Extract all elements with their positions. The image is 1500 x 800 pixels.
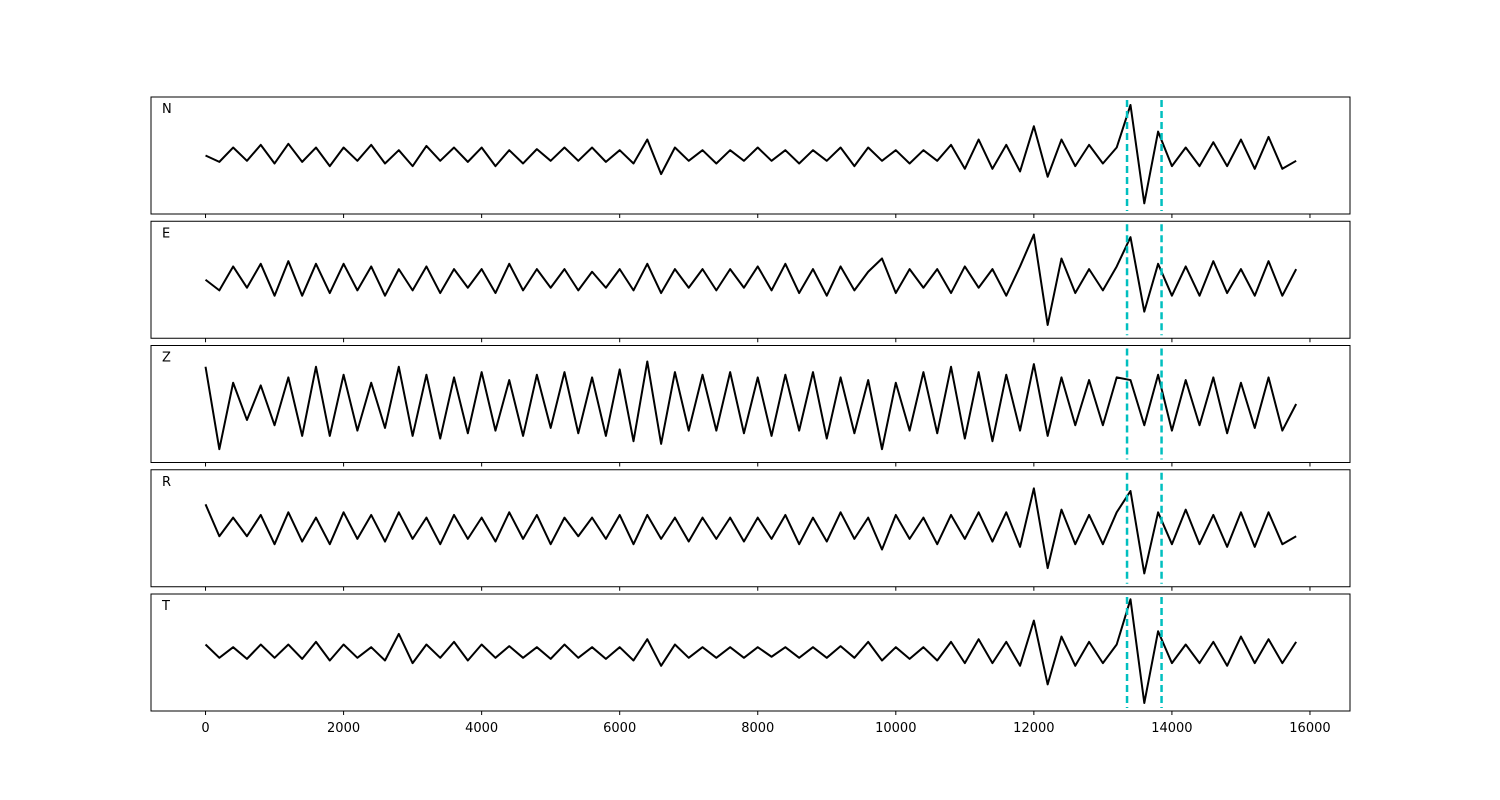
panel: R (150, 469, 1351, 588)
x-tick-label: 0 (201, 721, 209, 736)
x-tick-label: 2000 (327, 721, 360, 736)
panel-label: N (162, 102, 172, 117)
panel-label: E (162, 226, 170, 241)
waveform (204, 487, 1297, 575)
panel-frame (150, 220, 1351, 339)
x-tick-label: 8000 (741, 721, 774, 736)
panel: Z (150, 345, 1351, 463)
waveform (204, 598, 1297, 705)
panel-frame (150, 469, 1351, 588)
x-tick-label: 10000 (875, 721, 916, 736)
x-tick-label: 4000 (465, 721, 498, 736)
panel: T (150, 593, 1351, 712)
x-tick-label: 14000 (1151, 721, 1192, 736)
panel-label: T (161, 599, 170, 614)
waveform (205, 103, 1297, 205)
panel-label: Z (162, 351, 171, 366)
x-tick-label: 16000 (1289, 721, 1330, 736)
panel: N (150, 96, 1351, 215)
waveform (204, 360, 1298, 451)
x-tick-label: 6000 (603, 721, 636, 736)
panel-frame (150, 593, 1351, 712)
panel-frame (150, 96, 1351, 215)
panel-label: R (162, 475, 171, 490)
x-tick-label: 12000 (1013, 721, 1054, 736)
panel-frame (150, 345, 1351, 463)
panel: E (150, 220, 1351, 339)
waveform (204, 233, 1298, 326)
